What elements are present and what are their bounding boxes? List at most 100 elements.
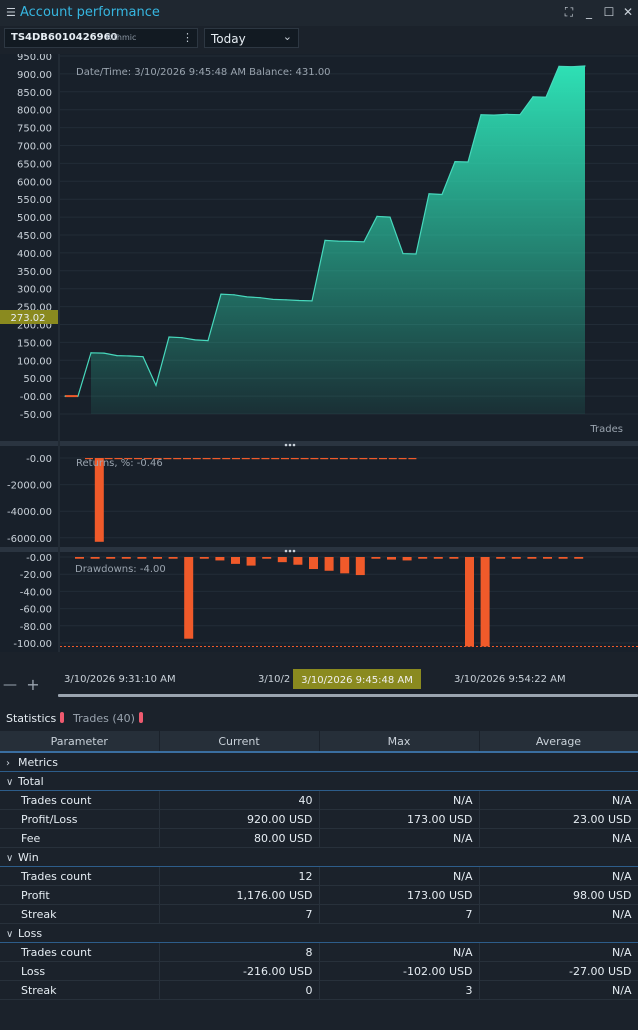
drawdown-bar (387, 557, 396, 560)
y-tick-label: 850.00 (17, 88, 52, 99)
account-id: TS4DB6010426960 (11, 32, 118, 43)
table-row: Profit 1,176.00 USD 173.00 USD 98.00 USD (0, 885, 638, 905)
close-icon[interactable]: ✕ (622, 5, 634, 19)
table-row: Trades count 8 N/A N/A (0, 942, 638, 962)
column-header-average[interactable]: Average (479, 731, 638, 753)
value-cell: 7 (319, 904, 480, 924)
return-bar (104, 458, 113, 460)
drawdown-bar (496, 557, 506, 559)
splitter[interactable] (0, 441, 638, 446)
value-cell: N/A (479, 828, 638, 848)
y-tick-label: 500.00 (17, 213, 52, 224)
column-header-parameter[interactable]: Parameter (0, 731, 160, 753)
chevron-right-icon[interactable]: › (6, 757, 10, 769)
splitter-grip-icon[interactable] (288, 549, 292, 553)
hamburger-icon[interactable]: ☰ (6, 6, 16, 19)
return-bar (290, 458, 299, 460)
drawdown-bar (153, 557, 162, 559)
drawdown-bar (449, 557, 459, 559)
horizontal-scrollbar[interactable] (58, 694, 638, 697)
splitter-grip-icon[interactable] (292, 443, 296, 447)
drawdown-bar (199, 557, 209, 559)
balance-point (454, 161, 456, 163)
period-dropdown[interactable]: Today ⌄ (204, 28, 299, 48)
crosshair-date-label: 3/10/2026 9:45:48 AM (301, 675, 413, 686)
balance-point (233, 294, 235, 296)
minimize-icon[interactable]: _ (586, 5, 592, 19)
value-cell: -102.00 USD (319, 961, 480, 981)
group-row[interactable]: ∨ Total (0, 771, 638, 791)
drawdowns-label: Drawdowns: -4.00 (75, 564, 166, 575)
group-name: Win (18, 850, 39, 864)
drawdown-bar (90, 557, 100, 559)
drawdown-bar (277, 557, 287, 563)
zoom-out-icon[interactable]: — (3, 677, 17, 693)
tab-statistics[interactable]: Statistics (6, 712, 65, 725)
splitter[interactable] (0, 547, 638, 552)
account-selector[interactable]: TS4DB6010426960 Rithmic ⋮ (4, 28, 198, 48)
current-value-label: 273.02 (11, 313, 46, 324)
value-cell: 12 (159, 866, 320, 886)
return-bar (153, 458, 162, 460)
return-bar (300, 458, 309, 460)
value-cell: 173.00 USD (319, 885, 480, 905)
splitter-grip-icon[interactable] (284, 443, 288, 447)
value-cell: 23.00 USD (479, 809, 638, 829)
drawdown-bar (574, 557, 584, 559)
chevron-down-icon[interactable]: ∨ (6, 928, 14, 940)
drawdown-bar (465, 557, 474, 647)
drawdown-bar (121, 557, 131, 559)
y-tick-label: 150.00 (17, 338, 52, 349)
group-row[interactable]: ∨ Win (0, 847, 638, 867)
group-row[interactable]: › Metrics (0, 752, 638, 772)
value-cell: 40 (159, 790, 320, 810)
chevron-down-icon[interactable]: ∨ (6, 852, 14, 864)
table-row: Loss -216.00 USD -102.00 USD -27.00 USD (0, 961, 638, 981)
performance-charts[interactable]: 950.00 900.00 850.00 800.00 750.00 700.00 650.… (0, 54, 638, 706)
group-row[interactable]: ∨ Loss (0, 923, 638, 943)
table-row: Streak 7 7 N/A (0, 904, 638, 924)
y-tick-label: -100.00 (13, 639, 52, 650)
drawdown-bar (246, 557, 256, 566)
y-tick-label: -40.00 (20, 587, 52, 598)
drawdown-bar (558, 557, 568, 559)
value-cell: 80.00 USD (159, 828, 320, 848)
y-tick-label: -20.00 (20, 570, 52, 581)
balance-point (194, 339, 196, 341)
y-tick-label: -2000.00 (7, 481, 52, 492)
splitter-grip-icon[interactable] (292, 549, 296, 553)
current-value-badge (0, 310, 58, 324)
column-header-max[interactable]: Max (319, 731, 480, 753)
y-tick-label: -50.00 (20, 410, 52, 421)
balance-point (298, 299, 300, 302)
maximize-icon[interactable]: ☐ (603, 5, 615, 19)
value-cell: 1,176.00 USD (159, 885, 320, 905)
returns-panel (0, 446, 638, 547)
balance-point (376, 215, 378, 217)
return-bar (369, 458, 378, 460)
tab-trades[interactable]: Trades (40) (73, 712, 143, 725)
zoom-in-icon[interactable]: + (26, 675, 39, 694)
drawdown-bar (527, 557, 537, 559)
return-bar (379, 458, 387, 460)
more-options-icon[interactable]: ⋮ (182, 31, 193, 44)
chevron-down-icon[interactable]: ∨ (6, 776, 14, 788)
y-tick-label: -80.00 (20, 622, 52, 633)
drawdown-bar (511, 557, 521, 559)
balance-point (220, 293, 222, 295)
group-name: Total (18, 774, 44, 788)
table-row: Trades count 12 N/A N/A (0, 866, 638, 886)
fullscreen-icon[interactable]: ⛶ (564, 5, 574, 19)
table-row: Fee 80.00 USD N/A N/A (0, 828, 638, 848)
return-bar (251, 458, 260, 460)
splitter-grip-icon[interactable] (288, 443, 292, 447)
y-tick-label: 750.00 (17, 124, 52, 135)
balance-point (246, 296, 248, 298)
toolbar: TS4DB6010426960 Rithmic ⋮ Today ⌄ (0, 26, 638, 52)
drawdown-bar (355, 557, 365, 576)
parameter-cell: Trades count (0, 942, 160, 962)
value-cell: 8 (159, 942, 320, 962)
splitter-grip-icon[interactable] (284, 549, 288, 553)
column-header-current[interactable]: Current (159, 731, 320, 753)
return-bar (330, 458, 338, 460)
